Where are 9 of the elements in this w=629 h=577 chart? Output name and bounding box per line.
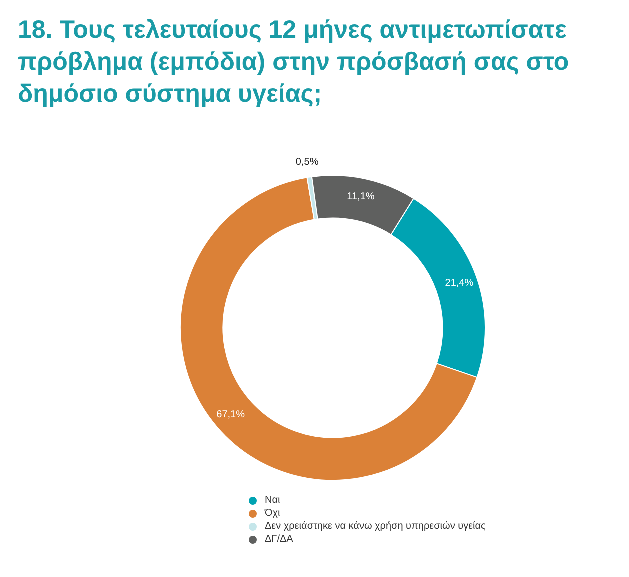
data-label: 67,1% — [216, 410, 246, 421]
data-label: 0,5% — [296, 157, 319, 168]
legend-label: Ναι — [265, 495, 280, 506]
legend-label: Δεν χρειάστηκε να κάνω χρήση υπηρεσιών υγείας — [265, 521, 486, 532]
legend-label: ΔΓ/ΔΑ — [265, 534, 294, 545]
data-label: 11,1% — [347, 192, 375, 203]
chart-title: 18. Τους τελευταίους 12 μήνες αντιμετωπίσατε πρόβλημα (εμπόδια) στην πρόσβασή σας στο δημόσιο σύστημα υγείας; — [18, 15, 570, 110]
legend-label: Όχι — [265, 508, 280, 519]
data-label: 21,4% — [445, 278, 474, 289]
